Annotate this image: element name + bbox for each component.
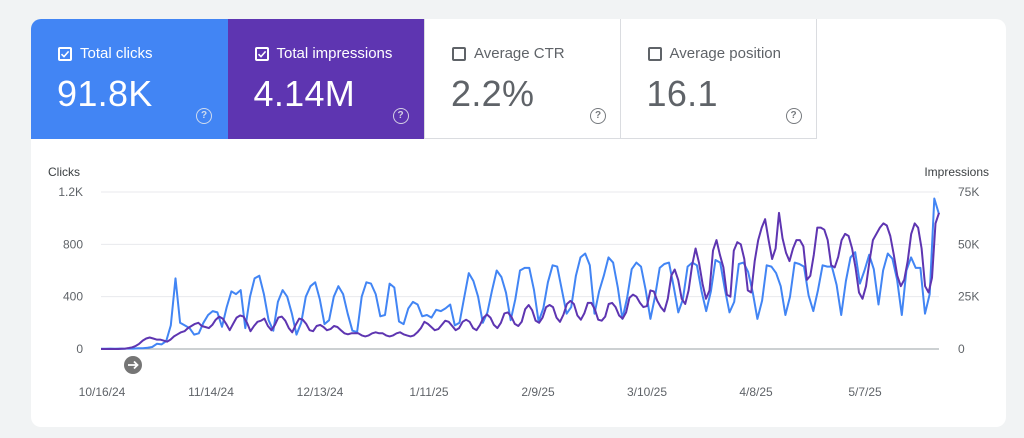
x-tick-label: 3/10/25 [627, 385, 667, 399]
metric-tile-total-impressions[interactable]: Total impressions 4.14M ? [227, 19, 424, 139]
performance-card: Total clicks 91.8K ? Total impressions 4… [31, 19, 1006, 427]
right-tick-label: 50K [958, 237, 979, 251]
help-icon[interactable]: ? [196, 108, 212, 124]
x-tick-label: 5/7/25 [848, 385, 882, 399]
metric-tile-total-clicks[interactable]: Total clicks 91.8K ? [31, 19, 228, 139]
arrow-right-icon [128, 360, 139, 370]
metric-label: Total impressions [276, 45, 393, 62]
left-axis-title: Clicks [48, 165, 80, 179]
left-tick-label: 800 [63, 237, 83, 251]
help-icon[interactable]: ? [590, 108, 606, 124]
help-icon[interactable]: ? [392, 108, 409, 124]
right-tick-label: 75K [958, 185, 979, 199]
left-tick-label: 0 [76, 342, 83, 356]
metric-value: 2.2% [451, 73, 535, 114]
metric-value: 91.8K [57, 73, 153, 114]
checked-checkbox-icon[interactable] [58, 47, 72, 61]
x-tick-label: 10/16/24 [79, 385, 126, 399]
unchecked-checkbox-icon[interactable] [452, 47, 466, 61]
left-tick-label: 400 [63, 290, 83, 304]
x-tick-label: 1/11/25 [409, 385, 448, 399]
metric-tiles: Total clicks 91.8K ? Total impressions 4… [31, 19, 818, 139]
x-tick-label: 4/8/25 [739, 385, 773, 399]
x-tick-label: 11/14/24 [188, 385, 234, 399]
x-tick-label: 2/9/25 [521, 385, 555, 399]
unchecked-checkbox-icon[interactable] [647, 47, 662, 61]
series-line-clicks [101, 197, 940, 350]
series-line-impressions [101, 211, 940, 350]
metric-label: Total clicks [80, 45, 153, 62]
metric-tile-average-ctr[interactable]: Average CTR 2.2% ? [424, 19, 621, 139]
left-tick-label: 1.2K [58, 185, 83, 199]
metric-label: Average position [669, 45, 781, 62]
right-axis-title: Impressions [924, 165, 989, 179]
annotation-marker[interactable] [124, 356, 142, 374]
metric-value: 4.14M [253, 73, 356, 114]
right-tick-label: 25K [958, 290, 979, 304]
help-icon[interactable]: ? [785, 108, 802, 124]
metric-label: Average CTR [474, 45, 565, 62]
performance-line-chart: Clicks Impressions 1.2K 75K 800 50K 400 25K 0 0… [48, 165, 989, 399]
checked-checkbox-icon[interactable] [254, 47, 269, 61]
metric-value: 16.1 [646, 73, 718, 114]
right-tick-label: 0 [958, 342, 965, 356]
x-tick-label: 12/13/24 [297, 385, 344, 399]
metric-tile-average-position[interactable]: Average position 16.1 ? [620, 19, 817, 139]
